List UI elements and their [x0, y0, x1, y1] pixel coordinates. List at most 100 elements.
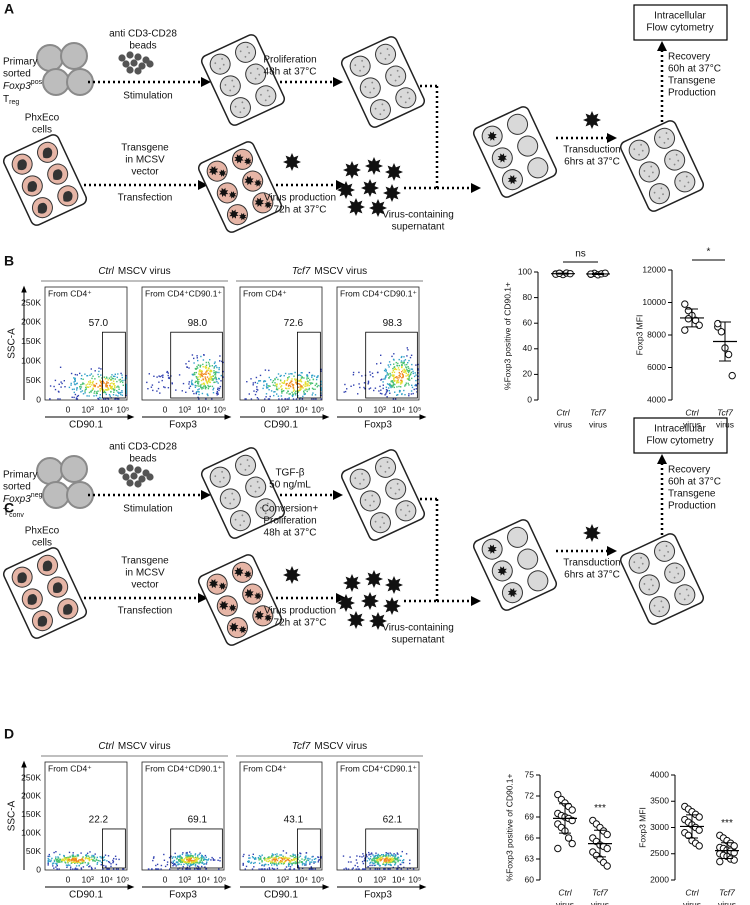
event-dot [299, 383, 301, 386]
event-dot [290, 859, 293, 861]
event-dot [212, 387, 215, 389]
event-dot [76, 854, 79, 856]
event-dot [365, 854, 368, 857]
cell-dot [354, 477, 357, 480]
gate [296, 828, 321, 869]
event-dot [196, 859, 198, 861]
event-dot [87, 383, 89, 385]
event-dot [377, 861, 379, 864]
event-dot [203, 385, 205, 387]
event-dot [386, 390, 388, 392]
event-dot [194, 854, 196, 856]
event-dot [396, 380, 398, 382]
event-dot [172, 860, 174, 863]
event-dot [63, 856, 65, 858]
packaging-label: PhxEco [25, 113, 60, 124]
event-dot [191, 382, 193, 384]
event-dot [320, 857, 322, 859]
cell-dot [239, 111, 242, 114]
event-dot [356, 855, 358, 857]
event-dot [289, 866, 292, 868]
plot-title: From CD4⁺CD90.1⁺ [340, 288, 418, 298]
group-title: Tcf7 MSCV virus [292, 266, 367, 277]
gate [102, 828, 126, 869]
event-dot [217, 859, 219, 861]
event-dot [395, 368, 398, 371]
event-dot [394, 376, 397, 379]
event-dot [363, 382, 366, 384]
data-point [730, 856, 738, 864]
event-dot [377, 855, 379, 857]
event-dot [405, 382, 407, 384]
event-dot [371, 864, 373, 867]
event-dot [398, 369, 400, 371]
cell-dot [408, 510, 411, 513]
event-dot [380, 854, 383, 856]
event-dot [213, 370, 215, 372]
event-dot [300, 372, 302, 374]
plot-title: From CD4⁺CD90.1⁺ [145, 763, 223, 773]
x-tick-label: 10⁴ [197, 874, 210, 884]
event-dot [89, 385, 91, 388]
event-dot [276, 393, 278, 395]
x-axis-label: Foxp3 [169, 420, 197, 431]
event-dot [191, 862, 193, 864]
event-dot [153, 856, 155, 858]
event-dot [398, 358, 400, 361]
event-dot [312, 392, 314, 394]
event-dot [293, 862, 295, 864]
event-dot [301, 398, 304, 400]
event-dot [106, 860, 108, 862]
cell-dot [648, 588, 651, 591]
culture-plate [472, 519, 558, 611]
event-dot [385, 862, 388, 864]
event-dot [281, 390, 283, 393]
event-dot [242, 864, 244, 866]
event-dot [297, 865, 299, 867]
culture-plate [197, 141, 283, 233]
event-dot [188, 865, 191, 868]
event-dot [113, 386, 116, 388]
event-dot [256, 386, 258, 388]
event-dot [386, 372, 388, 374]
cell-dot [229, 502, 232, 505]
event-dot [392, 374, 394, 376]
event-dot [188, 387, 191, 389]
event-dot [382, 858, 384, 860]
event-dot [70, 866, 72, 868]
event-dot [399, 375, 401, 378]
plot-title: From CD4⁺CD90.1⁺ [145, 288, 223, 298]
event-dot [82, 382, 84, 384]
x-tick-label: Ctrl [556, 407, 570, 417]
bead [126, 51, 134, 59]
event-dot [401, 850, 403, 853]
event-dot [390, 381, 392, 383]
event-dot [307, 381, 310, 383]
event-dot [263, 858, 266, 860]
source-label: sorted [3, 482, 31, 493]
event-dot [278, 398, 280, 400]
source-label: Primary [3, 57, 37, 68]
event-dot [217, 392, 219, 394]
event-dot [166, 371, 168, 373]
event-dot [118, 398, 120, 400]
y-tick-label: 20 [523, 369, 533, 379]
event-dot [195, 858, 197, 860]
cell-dot [364, 85, 367, 88]
cell-dot [665, 132, 668, 134]
event-dot [201, 855, 203, 857]
event-dot [281, 858, 283, 860]
event-dot [260, 855, 262, 858]
event-dot [205, 398, 207, 400]
event-dot [347, 868, 350, 870]
event-dot [265, 860, 268, 862]
event-dot [210, 370, 213, 373]
event-dot [118, 858, 120, 861]
event-dot [305, 385, 307, 387]
cell-dot [239, 50, 242, 53]
event-dot [277, 373, 280, 375]
event-dot [283, 390, 285, 392]
cell-dot [658, 610, 661, 613]
event-dot [100, 382, 103, 385]
event-dot [304, 393, 306, 395]
